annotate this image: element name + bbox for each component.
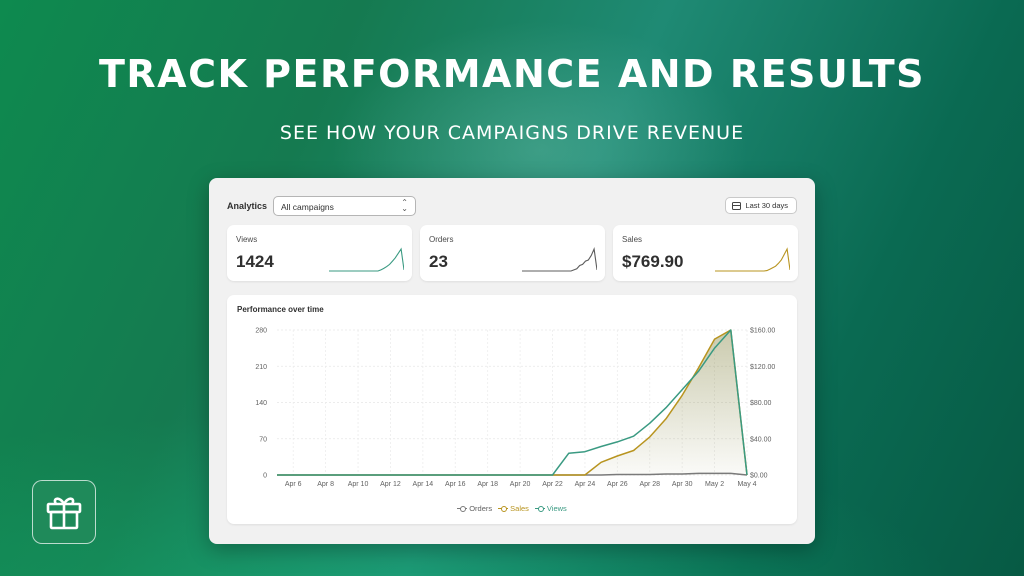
- x-tick-label: Apr 26: [607, 481, 628, 488]
- x-tick-label: Apr 12: [380, 481, 401, 488]
- date-range-button[interactable]: Last 30 days: [725, 197, 797, 214]
- series-line-views: [277, 329, 748, 476]
- sparkline-path: [522, 247, 597, 272]
- y-right-tick-label: $80.00: [750, 400, 772, 407]
- chart-title: Performance over time: [237, 305, 324, 314]
- metric-value: 23: [429, 252, 448, 271]
- metric-title: Sales: [622, 235, 643, 244]
- sparkline-path: [715, 247, 790, 272]
- hero-subtitle: SEE HOW YOUR CAMPAIGNS DRIVE REVENUE: [279, 122, 745, 144]
- y-left-tick-label: 0: [263, 473, 267, 480]
- y-left-tick-label: 140: [255, 400, 267, 407]
- x-tick-label: Apr 8: [317, 481, 334, 488]
- performance-chart-card: Performance over time 0 70 140 210 280 $0.00 $…: [227, 295, 797, 524]
- calendar-icon: [732, 201, 742, 210]
- metric-card-views[interactable]: Views 1424: [227, 225, 412, 281]
- campaign-select-value: All campaigns: [281, 202, 334, 212]
- x-tick-label: Apr 16: [445, 481, 466, 488]
- legend-swatch-icon: [534, 505, 545, 512]
- metric-sparkline: [329, 247, 404, 272]
- metric-sparkline: [715, 247, 790, 272]
- x-tick-label: May 2: [705, 481, 724, 488]
- x-tick-label: Apr 30: [672, 481, 693, 488]
- metric-sparkline: [522, 247, 597, 272]
- y-right-tick-label: $0.00: [750, 473, 768, 480]
- legend-swatch-icon: [457, 505, 468, 512]
- legend-item-sales[interactable]: Sales: [498, 504, 529, 513]
- y-left-tick-label: 210: [255, 364, 267, 371]
- x-tick-label: Apr 6: [285, 481, 302, 488]
- x-tick-label: Apr 20: [510, 481, 531, 488]
- analytics-toolbar: Analytics All campaigns ⌃ ⌄ Last 30 days: [227, 196, 797, 216]
- gift-button[interactable]: [32, 480, 96, 544]
- legend-label: Views: [546, 504, 567, 513]
- y-left-tick-label: 280: [255, 328, 267, 335]
- legend-label: Sales: [510, 504, 529, 513]
- campaign-select[interactable]: All campaigns ⌃ ⌄: [273, 196, 416, 216]
- x-tick-label: Apr 10: [348, 481, 369, 488]
- gift-icon: [46, 497, 82, 530]
- metric-title: Orders: [429, 235, 454, 244]
- legend-swatch-icon: [498, 505, 509, 512]
- y-right-tick-label: $120.00: [750, 364, 775, 371]
- y-right-tick-label: $160.00: [750, 328, 775, 335]
- metric-card-sales[interactable]: Sales $769.90: [613, 225, 798, 281]
- date-range-label: Last 30 days: [745, 201, 788, 210]
- metric-title: Views: [236, 235, 258, 244]
- select-chevrons-icon: ⌃ ⌄: [401, 198, 408, 213]
- x-tick-label: Apr 24: [575, 481, 596, 488]
- performance-chart: 0 70 140 210 280 $0.00 $40.00 $80.00 $120.00 $160…: [255, 328, 775, 489]
- x-tick-label: May 4: [737, 481, 756, 488]
- legend-item-orders[interactable]: Orders: [457, 504, 492, 513]
- y-left-tick-label: 70: [259, 436, 267, 443]
- sales-area: [277, 330, 747, 475]
- sparkline-path: [329, 247, 404, 272]
- metric-value: 1424: [236, 252, 274, 271]
- analytics-label: Analytics: [227, 201, 268, 211]
- x-tick-label: Apr 18: [477, 481, 498, 488]
- y-right-tick-label: $40.00: [750, 436, 772, 443]
- analytics-panel: Analytics All campaigns ⌃ ⌄ Last 30 days …: [209, 178, 815, 544]
- metric-value: $769.90: [622, 252, 684, 271]
- legend-label: Orders: [469, 504, 493, 513]
- hero-title: TRACK PERFORMANCE AND RESULTS: [99, 52, 925, 96]
- legend-item-views[interactable]: Views: [534, 504, 567, 513]
- x-tick-label: Apr 22: [542, 481, 563, 488]
- x-tick-label: Apr 28: [639, 481, 660, 488]
- chart-legend: Orders Sales Views: [227, 504, 797, 514]
- x-tick-label: Apr 14: [413, 481, 434, 488]
- metric-card-orders[interactable]: Orders 23: [420, 225, 605, 281]
